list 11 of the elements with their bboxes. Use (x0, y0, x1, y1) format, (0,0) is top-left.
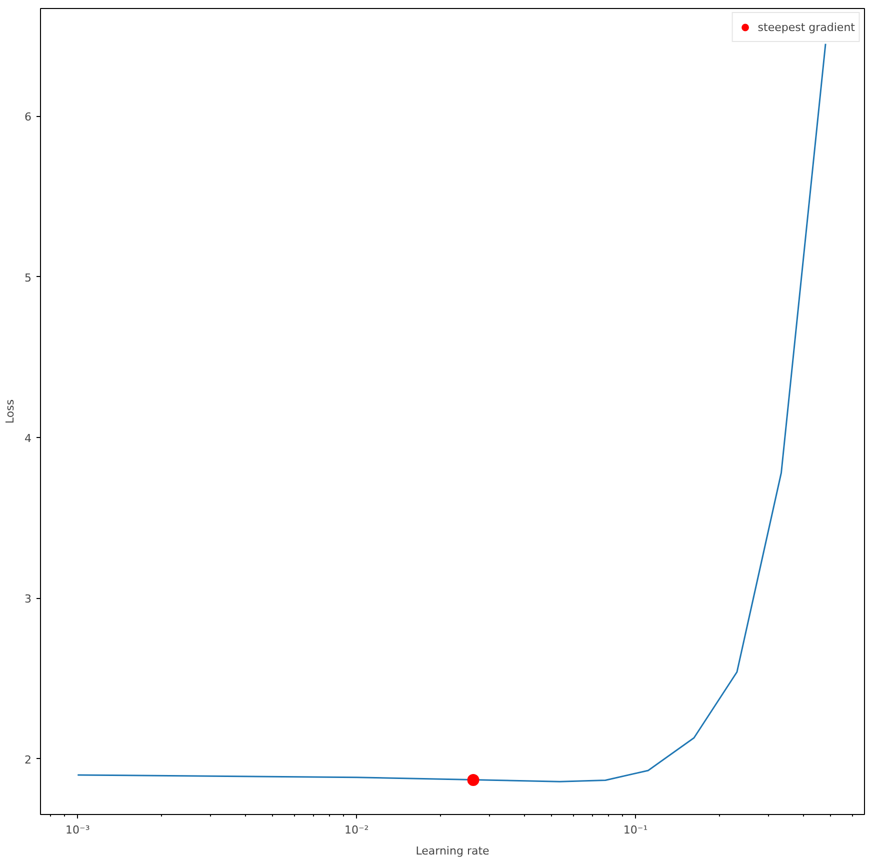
y-tick-label: 4 (24, 432, 32, 445)
x-axis-title: Learning rate (416, 844, 490, 858)
x-tick-label: 10⁻³ (66, 824, 90, 836)
x-tick-label: 10⁻¹ (623, 824, 648, 836)
y-tick-label: 2 (24, 753, 32, 766)
x-tick-label: 10⁻² (344, 824, 369, 836)
y-tick-label: 5 (24, 271, 32, 284)
legend-label: steepest gradient (758, 20, 855, 34)
y-tick-label: 6 (24, 110, 32, 124)
y-axis-title: Loss (4, 399, 16, 424)
y-tick-label: 3 (24, 592, 32, 606)
